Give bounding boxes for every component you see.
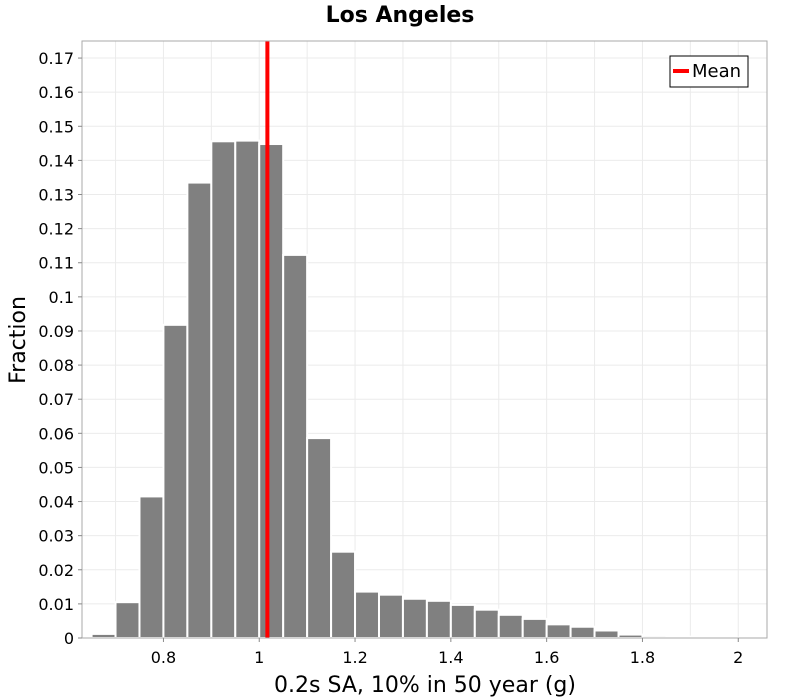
histogram-bar — [473, 608, 500, 639]
x-axis-label: 0.2s SA, 10% in 50 year (g) — [274, 673, 576, 698]
x-tick-label: 1.8 — [630, 648, 655, 667]
y-tick-label: 0.1 — [49, 288, 74, 307]
y-tick-label: 0.01 — [38, 595, 74, 614]
histogram-bar — [210, 140, 237, 640]
histogram-bar — [401, 597, 428, 639]
y-tick-label: 0.12 — [38, 220, 74, 239]
y-axis-ticks: 0 0.01 0.02 0.03 0.04 0.05 0.06 0.07 0.08 0.09 0.1… — [38, 49, 82, 648]
histogram-bar — [569, 625, 596, 640]
y-tick-label: 0.03 — [38, 527, 74, 546]
y-tick-label: 0.17 — [38, 49, 74, 68]
histogram-bar — [593, 629, 620, 640]
histogram-bar — [282, 253, 309, 639]
y-tick-label: 0.16 — [38, 83, 74, 102]
histogram-bar — [234, 139, 261, 639]
histogram-bar — [377, 593, 404, 640]
x-axis-ticks: 0.8 1 1.2 1.4 1.6 1.8 2 — [151, 638, 743, 667]
histogram-bar — [114, 601, 141, 639]
y-tick-label: 0.05 — [38, 458, 74, 477]
histogram-bar — [497, 613, 524, 640]
histogram-bar — [90, 632, 117, 640]
histogram-bar — [330, 550, 357, 639]
histogram-bar — [306, 437, 333, 639]
y-axis-label: Fraction — [6, 296, 31, 384]
y-tick-label: 0.14 — [38, 151, 74, 170]
histogram-bar — [545, 623, 572, 640]
histogram-bar — [138, 495, 165, 639]
y-tick-label: 0 — [64, 629, 74, 648]
x-tick-label: 1.2 — [342, 648, 367, 667]
chart-title: Los Angeles — [326, 3, 475, 28]
y-tick-label: 0.06 — [38, 424, 74, 443]
y-tick-label: 0.08 — [38, 356, 74, 375]
histogram-bar — [186, 181, 213, 639]
histogram-bar — [162, 323, 189, 639]
plot-frame — [81, 40, 768, 639]
histogram-bar — [521, 617, 548, 639]
y-tick-label: 0.07 — [38, 390, 74, 409]
histogram-bar — [425, 599, 452, 639]
y-tick-label: 0.02 — [38, 561, 74, 580]
y-tick-label: 0.09 — [38, 322, 74, 341]
x-tick-label: 1.6 — [534, 648, 559, 667]
legend: Mean — [669, 55, 749, 88]
y-tick-label: 0.11 — [38, 254, 74, 273]
x-tick-label: 2 — [733, 648, 743, 667]
x-tick-label: 1 — [254, 648, 264, 667]
x-tick-label: 1.4 — [438, 648, 463, 667]
grid-lines — [82, 41, 767, 639]
y-tick-label: 0.15 — [38, 117, 74, 136]
y-tick-label: 0.13 — [38, 186, 74, 205]
histogram-bar — [617, 633, 644, 639]
histogram-bar — [354, 590, 380, 639]
histogram-bar — [449, 603, 476, 639]
legend-mean-label: Mean — [692, 61, 741, 82]
y-tick-label: 0.04 — [38, 493, 74, 512]
histogram-bar — [258, 143, 285, 639]
histogram-bars — [90, 139, 764, 640]
x-tick-label: 0.8 — [151, 648, 176, 667]
